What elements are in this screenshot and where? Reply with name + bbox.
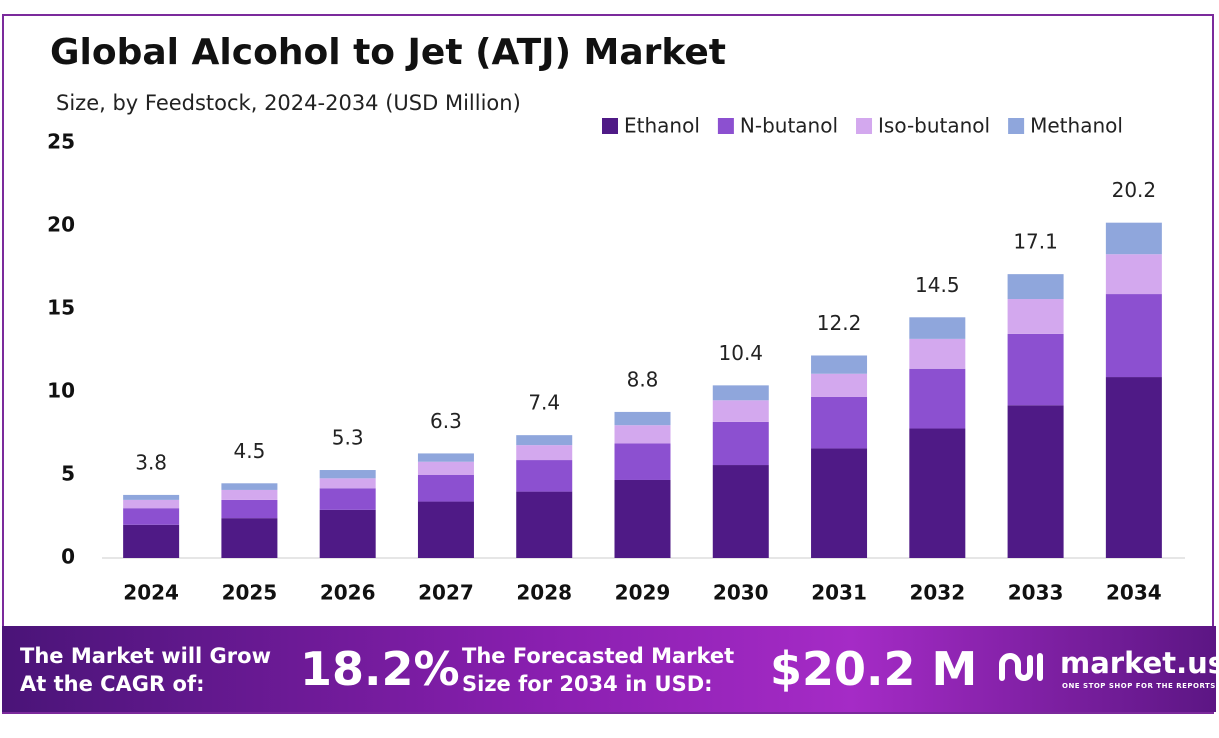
x-tick-label: 2029 <box>615 581 671 605</box>
total-label: 3.8 <box>135 450 167 474</box>
legend-label: Methanol <box>1030 114 1123 138</box>
bar-segment <box>123 508 180 525</box>
bar-segment <box>614 443 671 480</box>
bar-segment <box>417 461 474 475</box>
y-tick-label: 0 <box>61 545 75 569</box>
bar-segment <box>516 445 573 461</box>
legend-swatch <box>856 118 873 134</box>
forecast-line: Size for 2034 in USD: <box>462 672 713 696</box>
total-label: 20.2 <box>1112 178 1157 202</box>
bar-segment <box>1105 294 1162 378</box>
bar-segment <box>417 501 474 558</box>
total-label: 5.3 <box>332 426 364 450</box>
bar-segment <box>811 355 868 374</box>
bar-segment <box>221 518 278 558</box>
bar-segment <box>319 488 376 510</box>
bar-segment <box>1007 299 1064 334</box>
total-label: 17.1 <box>1013 230 1058 254</box>
bar-segment <box>811 448 868 558</box>
brand-tagline: ONE STOP SHOP FOR THE REPORTS <box>1062 682 1216 690</box>
chart-title: Global Alcohol to Jet (ATJ) Market <box>50 32 726 73</box>
x-tick-label: 2033 <box>1008 581 1064 605</box>
x-tick-label: 2026 <box>320 581 376 605</box>
bar-segment <box>1007 333 1064 406</box>
bar-segment <box>516 460 573 492</box>
bar-segment <box>123 494 180 500</box>
bar-segment <box>417 475 474 502</box>
bar-segment <box>614 411 671 426</box>
bar-segment <box>614 425 671 444</box>
cagr-value: 18.2% <box>300 642 460 696</box>
bar-segment <box>221 499 278 519</box>
legend-swatch <box>602 118 618 134</box>
bar-segment <box>516 491 573 558</box>
bar-segment <box>1105 377 1162 558</box>
legend-label: Iso-butanol <box>878 114 990 138</box>
legend-label: N-butanol <box>740 114 838 138</box>
bar-segment <box>909 317 966 339</box>
x-tick-label: 2034 <box>1106 581 1162 605</box>
x-tick-label: 2030 <box>713 581 769 605</box>
bar-segment <box>319 509 376 558</box>
total-label: 12.2 <box>817 311 862 335</box>
bar-segment <box>1007 274 1064 300</box>
x-tick-label: 2028 <box>516 581 572 605</box>
y-tick-label: 25 <box>47 130 75 154</box>
forecast-line: The Forecasted Market <box>462 644 735 668</box>
x-tick-label: 2025 <box>222 581 278 605</box>
bar-segment <box>221 489 278 500</box>
x-tick-label: 2032 <box>909 581 965 605</box>
banner: The Market will Grow At the CAGR of: 18.2… <box>2 626 1219 712</box>
bar-segment <box>614 479 671 558</box>
cagr-text: The Market will Grow At the CAGR of: <box>20 642 271 698</box>
bar-segment <box>417 453 474 462</box>
chart: Global Alcohol to Jet (ATJ) Market Size,… <box>47 32 1185 605</box>
bar-segment <box>516 435 573 446</box>
y-tick-label: 20 <box>47 213 75 237</box>
cagr-line: At the CAGR of: <box>20 672 205 696</box>
cagr-line: The Market will Grow <box>20 644 271 668</box>
bar-segment <box>811 396 868 449</box>
x-tick-label: 2024 <box>123 581 179 605</box>
total-label: 4.5 <box>234 439 266 463</box>
y-tick-label: 10 <box>47 379 75 403</box>
bar-segment <box>319 470 376 479</box>
total-label: 14.5 <box>915 273 960 297</box>
bar-segment <box>1105 254 1162 295</box>
x-tick-label: 2031 <box>811 581 867 605</box>
y-tick-label: 15 <box>47 296 75 320</box>
bar-segment <box>712 400 769 422</box>
total-label: 6.3 <box>430 409 462 433</box>
bar-segment <box>1007 405 1064 558</box>
forecast-text: The Forecasted Market Size for 2034 in US… <box>462 642 734 698</box>
legend-swatch <box>717 118 734 134</box>
bar-segment <box>909 338 966 369</box>
forecast-value: $20.2 M <box>770 642 978 696</box>
bar-segment <box>221 483 278 490</box>
bar-segment <box>319 478 376 489</box>
bar-segment <box>811 373 868 397</box>
total-label: 10.4 <box>719 341 764 365</box>
chart-subtitle: Size, by Feedstock, 2024-2034 (USD Milli… <box>56 91 521 115</box>
y-tick-label: 5 <box>61 462 75 486</box>
frame <box>2 14 1214 714</box>
bar-segment <box>909 368 966 429</box>
brand-name: market.us <box>1060 646 1219 680</box>
bar-segment <box>1105 222 1162 255</box>
total-label: 7.4 <box>528 391 560 415</box>
bar-segment <box>712 385 769 401</box>
legend-label: Ethanol <box>624 114 700 138</box>
legend-swatch <box>1008 118 1025 134</box>
bar-segment <box>909 428 966 558</box>
x-tick-label: 2027 <box>418 581 474 605</box>
bar-segment <box>712 421 769 466</box>
bar-segment <box>712 465 769 558</box>
total-label: 8.8 <box>627 367 659 391</box>
brand-logo <box>999 653 1043 681</box>
bar-segment <box>123 499 180 509</box>
bar-segment <box>123 524 180 558</box>
